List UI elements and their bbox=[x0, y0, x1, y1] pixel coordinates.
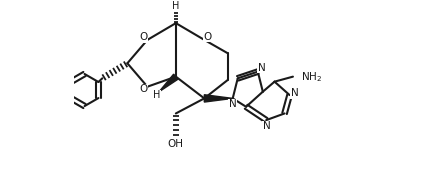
Text: O: O bbox=[139, 32, 148, 42]
Text: N: N bbox=[229, 99, 237, 109]
Text: N: N bbox=[258, 63, 266, 73]
Text: N: N bbox=[263, 121, 271, 131]
Polygon shape bbox=[159, 74, 178, 92]
Text: H: H bbox=[153, 90, 160, 100]
Text: N: N bbox=[291, 88, 299, 98]
Text: O: O bbox=[139, 84, 148, 94]
Text: H: H bbox=[172, 1, 180, 11]
Text: OH: OH bbox=[168, 139, 184, 149]
Text: O: O bbox=[203, 31, 212, 42]
Text: NH$_2$: NH$_2$ bbox=[301, 70, 322, 84]
Polygon shape bbox=[204, 95, 233, 102]
